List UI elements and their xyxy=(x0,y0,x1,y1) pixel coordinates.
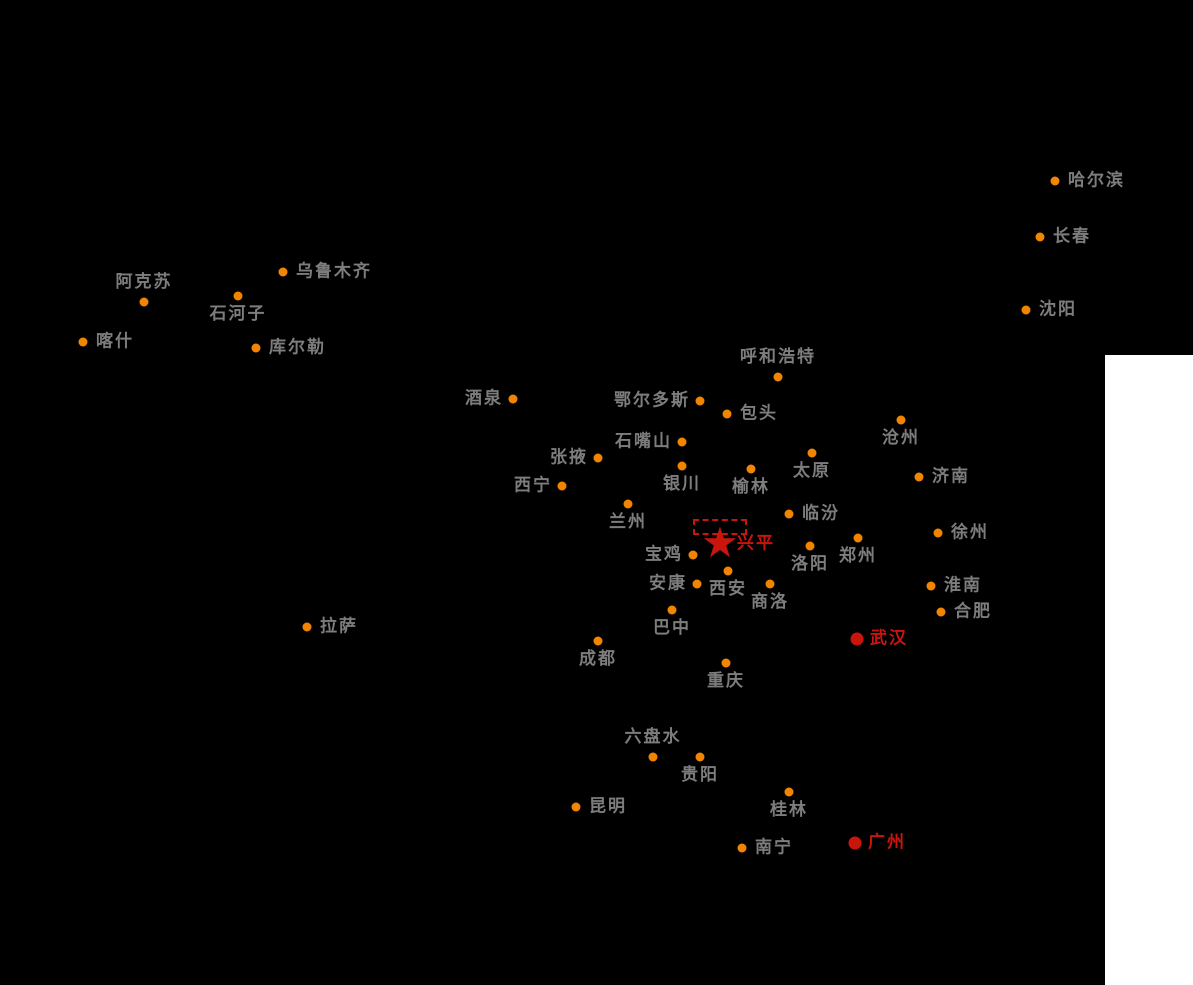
city-dot[interactable] xyxy=(914,472,924,482)
city-label: 西宁 xyxy=(514,475,552,496)
city-dot[interactable] xyxy=(692,579,702,589)
city-label: 兴平 xyxy=(737,533,775,554)
city-dot[interactable] xyxy=(593,636,603,646)
city-label: 乌鲁木齐 xyxy=(296,261,372,282)
city-label: 巴中 xyxy=(653,618,691,638)
city-label: 阿克苏 xyxy=(115,272,173,292)
city-label: 安康 xyxy=(649,573,687,594)
city-label: 沧州 xyxy=(882,428,920,448)
city-dot[interactable] xyxy=(850,632,864,646)
city-label: 昆明 xyxy=(589,796,627,817)
city-dot[interactable] xyxy=(933,528,943,538)
city-dot[interactable] xyxy=(721,658,731,668)
city-label: 包头 xyxy=(740,403,778,424)
city-dot[interactable] xyxy=(936,607,946,617)
city-label: 西安 xyxy=(709,579,747,599)
city-label: 库尔勒 xyxy=(269,337,326,358)
city-label: 济南 xyxy=(932,466,970,487)
city-dot[interactable] xyxy=(302,622,312,632)
city-label: 长春 xyxy=(1053,226,1091,247)
city-label: 武汉 xyxy=(870,628,908,649)
city-dot[interactable] xyxy=(508,394,518,404)
city-label: 沈阳 xyxy=(1039,299,1077,320)
city-dot[interactable] xyxy=(623,499,633,509)
city-dot[interactable] xyxy=(557,481,567,491)
city-dot[interactable] xyxy=(807,448,817,458)
city-label: 哈尔滨 xyxy=(1068,170,1125,191)
city-label: 呼和浩特 xyxy=(740,347,816,367)
city-dot[interactable] xyxy=(695,396,705,406)
city-label: 石河子 xyxy=(209,304,267,324)
city-dot[interactable] xyxy=(773,372,783,382)
city-label: 银川 xyxy=(663,474,701,494)
city-dot[interactable] xyxy=(853,533,863,543)
city-dot[interactable] xyxy=(765,579,775,589)
city-label: 六盘水 xyxy=(624,727,682,747)
city-label: 临汾 xyxy=(802,503,840,524)
city-dot[interactable] xyxy=(571,802,581,812)
city-label: 兰州 xyxy=(609,512,647,532)
side-panel xyxy=(1105,355,1193,985)
city-dot[interactable] xyxy=(896,415,906,425)
city-label: 酒泉 xyxy=(465,388,503,409)
city-dot[interactable] xyxy=(1035,232,1045,242)
city-dot[interactable] xyxy=(723,566,733,576)
city-label: 榆林 xyxy=(732,477,770,497)
city-label: 贵阳 xyxy=(681,765,719,785)
city-dot[interactable] xyxy=(805,541,815,551)
city-dot[interactable] xyxy=(848,836,862,850)
city-dot[interactable] xyxy=(746,464,756,474)
city-dot[interactable] xyxy=(278,267,288,277)
city-dot[interactable] xyxy=(688,550,698,560)
city-label: 重庆 xyxy=(707,671,745,691)
city-dot[interactable] xyxy=(677,461,687,471)
city-label: 桂林 xyxy=(770,800,808,820)
city-label: 南宁 xyxy=(755,837,793,858)
city-label: 徐州 xyxy=(951,522,989,543)
city-dot[interactable] xyxy=(784,509,794,519)
city-dot[interactable] xyxy=(695,752,705,762)
city-label: 太原 xyxy=(793,461,831,481)
city-label: 石嘴山 xyxy=(615,431,672,452)
city-dot[interactable] xyxy=(737,843,747,853)
city-label: 淮南 xyxy=(944,575,982,596)
star-icon[interactable]: ★ xyxy=(701,518,739,568)
city-dot[interactable] xyxy=(648,752,658,762)
city-label: 宝鸡 xyxy=(645,544,683,565)
city-dot[interactable] xyxy=(784,787,794,797)
city-dot[interactable] xyxy=(677,437,687,447)
city-label: 鄂尔多斯 xyxy=(614,390,690,411)
city-label: 洛阳 xyxy=(791,554,829,574)
city-label: 拉萨 xyxy=(320,616,358,637)
city-dot[interactable] xyxy=(1021,305,1031,315)
city-dot[interactable] xyxy=(78,337,88,347)
city-dot[interactable] xyxy=(926,581,936,591)
city-label: 张掖 xyxy=(550,447,588,468)
city-label: 郑州 xyxy=(839,546,877,566)
city-label: 广州 xyxy=(868,832,906,853)
city-dot[interactable] xyxy=(667,605,677,615)
star-ripple-dashes-icon xyxy=(693,519,747,535)
city-dot[interactable] xyxy=(1050,176,1060,186)
city-dot[interactable] xyxy=(722,409,732,419)
city-dot[interactable] xyxy=(251,343,261,353)
city-dot[interactable] xyxy=(139,297,149,307)
city-label: 合肥 xyxy=(954,601,992,622)
city-label: 成都 xyxy=(579,649,617,669)
city-dot[interactable] xyxy=(233,291,243,301)
city-label: 商洛 xyxy=(751,592,789,612)
city-dot[interactable] xyxy=(593,453,603,463)
city-label: 喀什 xyxy=(96,331,134,352)
